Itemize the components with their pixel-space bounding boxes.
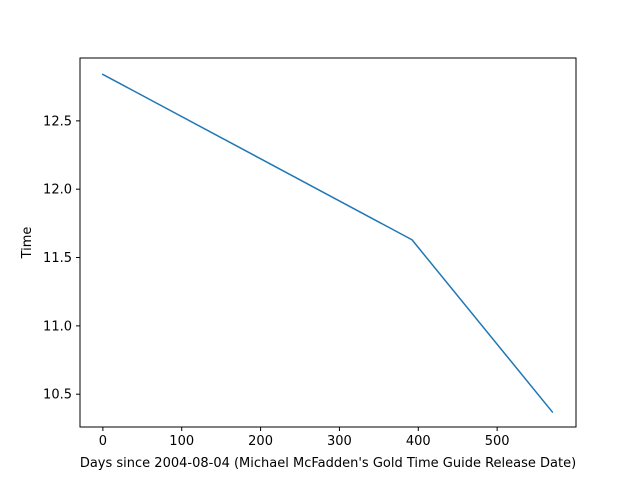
x-tick-label: 0	[99, 434, 107, 449]
x-tick-label: 100	[169, 434, 194, 449]
x-axis-label: Days since 2004-08-04 (Michael McFadden'…	[80, 456, 576, 471]
y-axis-label: Time	[20, 227, 35, 260]
series-layer	[101, 73, 554, 414]
y-tick-label: 11.0	[43, 319, 72, 334]
x-tick-label: 500	[485, 434, 510, 449]
x-tick-label: 200	[248, 434, 273, 449]
y-tick-label: 12.5	[43, 114, 72, 129]
y-tick-label: 12.0	[43, 183, 72, 198]
plot-area	[80, 58, 576, 427]
x-axis-ticks: 0 100 200 300 400 500	[99, 427, 510, 449]
plot-frame	[79, 57, 577, 428]
x-tick-label: 400	[406, 434, 431, 449]
y-tick-label: 11.5	[43, 251, 72, 266]
y-tick-label: 10.5	[43, 388, 72, 403]
y-axis-ticks: 10.5 11.0 11.5 12.0 12.5	[43, 114, 80, 403]
x-tick-label: 300	[327, 434, 352, 449]
series-line	[101, 73, 554, 414]
